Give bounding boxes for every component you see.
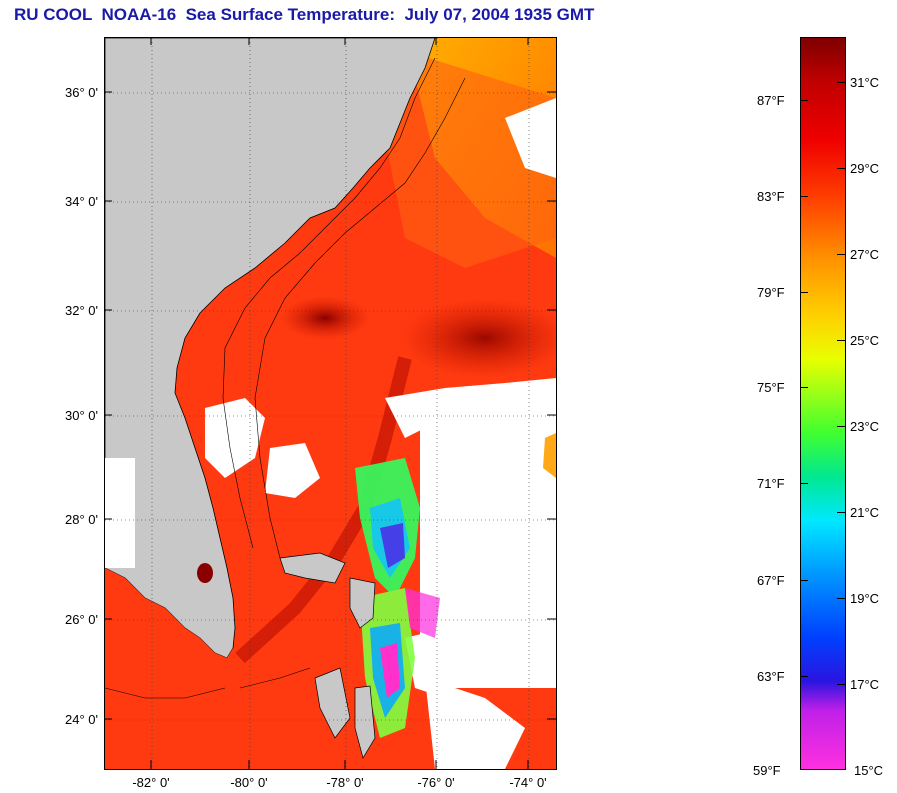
- lat-label-24: 24° 0': [65, 712, 98, 727]
- c-label-31: 31°C: [850, 75, 880, 90]
- f-tick: [800, 292, 808, 293]
- cloud-patch-south: [405, 628, 465, 698]
- title: RU COOL NOAA-16 Sea Surface Temperature:…: [14, 5, 595, 24]
- c-label-29: 29°C: [850, 161, 880, 176]
- c-tick: [837, 340, 845, 341]
- gulf-cloud: [105, 458, 135, 568]
- c-tick: [837, 426, 845, 427]
- lat-label-28: 28° 0': [65, 512, 98, 527]
- cloud-patch-lower: [425, 678, 525, 769]
- bahamas-islands: [279, 552, 376, 759]
- f-tick: [800, 580, 808, 581]
- lat-label-36: 36° 0': [65, 85, 98, 100]
- c-tick: [837, 168, 845, 169]
- lat-label-32: 32° 0': [65, 303, 98, 318]
- c-label-21: 21°C: [850, 505, 880, 520]
- warm-eddy-north: [280, 296, 370, 340]
- f-label-63: 63°F: [757, 669, 785, 684]
- c-label-19: 19°C: [850, 591, 880, 606]
- f-tick: [800, 676, 808, 677]
- lat-label-30: 30° 0': [65, 408, 98, 423]
- lat-label-26: 26° 0': [65, 612, 98, 627]
- f-tick: [800, 196, 808, 197]
- lon-label-82: -82° 0': [132, 775, 170, 790]
- f-label-75: 75°F: [757, 380, 785, 395]
- f-label-67: 67°F: [757, 573, 785, 588]
- sst-map[interactable]: [104, 37, 557, 770]
- c-tick: [837, 684, 845, 685]
- f-label-71: 71°F: [757, 476, 785, 491]
- cloud-patch-ne: [505, 98, 556, 178]
- c-label-27: 27°C: [850, 247, 880, 262]
- lake-okeechobee: [197, 563, 213, 583]
- f-label-83: 83°F: [757, 189, 785, 204]
- cloud-patch-mid: [265, 443, 320, 498]
- lon-label-78: -78° 0': [326, 775, 364, 790]
- cloud-band-central: [385, 378, 556, 438]
- f-label-79: 79°F: [757, 285, 785, 300]
- lon-label-76: -76° 0': [417, 775, 455, 790]
- gulf-water: [105, 568, 240, 769]
- map-canvas: [105, 38, 556, 769]
- f-label-87: 87°F: [757, 93, 785, 108]
- c-label-25: 25°C: [850, 333, 880, 348]
- f-tick: [800, 387, 808, 388]
- c-tick: [837, 512, 845, 513]
- lon-label-80: -80° 0': [230, 775, 268, 790]
- florida-current: [235, 356, 412, 664]
- offshore-orange-water: [365, 38, 556, 268]
- c-tick: [837, 82, 845, 83]
- f-tick: [800, 483, 808, 484]
- lon-label-74: -74° 0': [509, 775, 547, 790]
- f-label-59: 59°F: [753, 763, 781, 778]
- temperature-colorbar: [800, 37, 846, 770]
- c-tick: [837, 598, 845, 599]
- c-label-23: 23°C: [850, 419, 880, 434]
- c-label-17: 17°C: [850, 677, 880, 692]
- f-tick: [800, 100, 808, 101]
- lat-label-34: 34° 0': [65, 194, 98, 209]
- warm-eddy-east: [400, 298, 556, 378]
- c-label-15: 15°C: [854, 763, 884, 778]
- c-tick: [837, 254, 845, 255]
- cool-water-band: [355, 433, 556, 738]
- bathymetry-contour: [105, 57, 466, 699]
